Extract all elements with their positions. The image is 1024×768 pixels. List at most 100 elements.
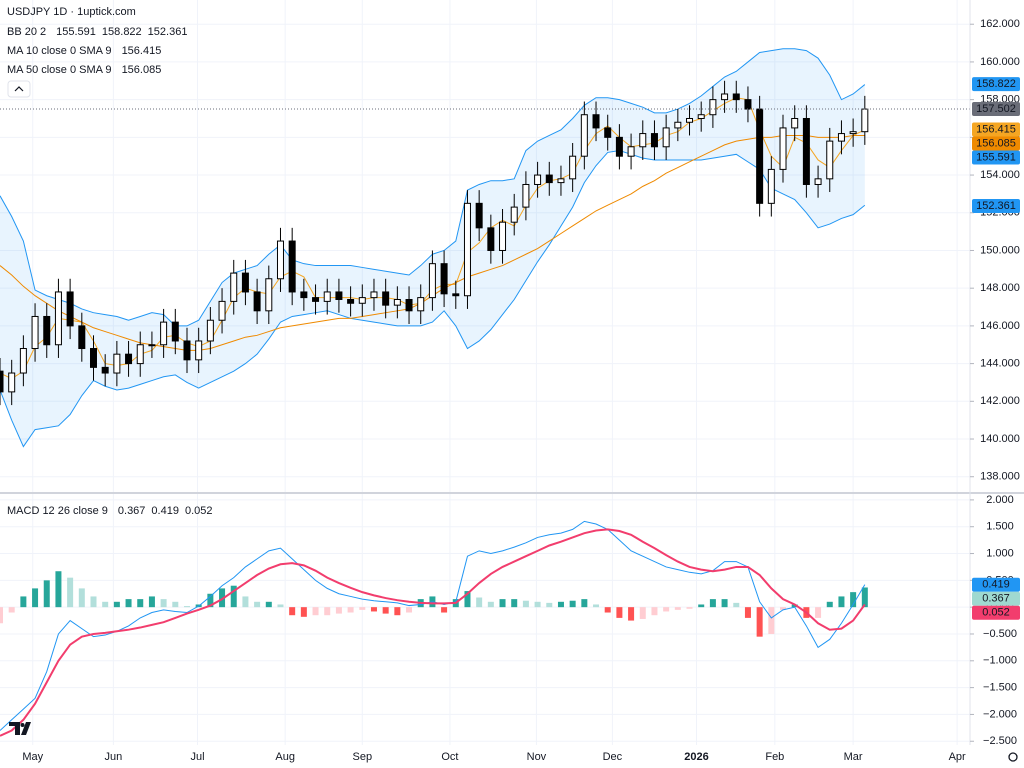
candle-body	[452, 293, 460, 297]
histogram-bar	[569, 600, 576, 608]
legend-value: 152.361	[148, 26, 188, 38]
y-tick-label: 160.000	[980, 56, 1020, 68]
candle-body	[288, 240, 296, 293]
chart-title: USDJPY 1D · 1uptick.com	[7, 6, 136, 18]
legend-name: MA 50 close 0 SMA 9	[7, 64, 112, 76]
histogram-bar	[557, 601, 564, 608]
legend-value: 0.419	[151, 505, 179, 517]
histogram-bar	[604, 607, 611, 613]
histogram-bar	[90, 596, 97, 608]
candle-body	[183, 340, 191, 361]
candle-body	[323, 291, 331, 302]
price-badge	[972, 102, 1020, 117]
candle-body	[300, 291, 308, 299]
x-tick-label: Apr	[949, 751, 966, 763]
x-tick-label: Oct	[441, 751, 458, 763]
histogram-bar	[838, 596, 845, 608]
histogram-bar	[628, 607, 635, 621]
price-badge	[972, 77, 1020, 92]
histogram-bar	[335, 607, 342, 614]
y-tick-label: 144.000	[980, 358, 1020, 370]
histogram-bar	[382, 607, 389, 614]
y-tick-label: 154.000	[980, 169, 1020, 181]
candle-body	[195, 340, 203, 361]
candle-body	[393, 298, 401, 306]
histogram-bar	[744, 607, 751, 618]
candle-body	[125, 353, 133, 365]
candle-body	[463, 202, 471, 297]
histogram-bar	[43, 580, 50, 608]
histogram-bar	[113, 601, 120, 608]
histogram-bar	[581, 599, 588, 608]
histogram-bar	[815, 607, 822, 618]
histogram-bar	[674, 607, 681, 610]
candle-body	[417, 297, 425, 312]
price-badge-label: 156.415	[976, 123, 1016, 135]
histogram-bar	[32, 588, 39, 608]
histogram-bar	[148, 596, 155, 608]
collapse-button[interactable]	[7, 80, 31, 98]
candle-body	[253, 291, 261, 312]
histogram-bar	[663, 607, 670, 612]
candle-body	[312, 297, 320, 302]
candle-body	[43, 315, 51, 346]
candle-body	[475, 202, 483, 229]
candle-body	[206, 319, 214, 342]
x-tick-label: Feb	[765, 751, 784, 763]
histogram-bar	[300, 607, 307, 617]
candle-body	[861, 108, 869, 133]
legend-name: BB 20 2	[7, 26, 46, 38]
candle-body	[732, 93, 740, 101]
y-tick-label: −1.500	[983, 682, 1017, 694]
price-badge	[972, 198, 1020, 213]
collapse-button-box[interactable]	[7, 80, 31, 98]
candle-body	[358, 297, 366, 304]
y-tick-label: 148.000	[980, 282, 1020, 294]
settings-icon[interactable]	[1008, 752, 1018, 762]
y-tick-label: −2.000	[983, 708, 1017, 720]
y-tick-label: 1.500	[986, 521, 1014, 533]
candle-body	[382, 291, 390, 306]
settings-gear[interactable]	[1008, 752, 1018, 762]
histogram-bar	[593, 604, 600, 608]
histogram-bar	[686, 607, 693, 609]
y-tick-label: 146.000	[980, 320, 1020, 332]
histogram-bar	[277, 604, 284, 608]
histogram-bar	[359, 607, 366, 610]
histogram-bar	[406, 607, 413, 613]
histogram-bar	[639, 607, 646, 619]
histogram-bar	[8, 607, 15, 613]
histogram-bar	[780, 607, 787, 610]
candle-body	[557, 178, 565, 184]
candle-body	[335, 291, 343, 300]
candle-body	[428, 263, 436, 299]
histogram-bar	[312, 607, 319, 616]
candle-body	[101, 366, 109, 374]
candle-body	[709, 99, 717, 116]
candle-body	[639, 133, 647, 148]
price-badge-label: 156.085	[976, 137, 1016, 149]
histogram-bar	[172, 601, 179, 608]
histogram-bar	[265, 601, 272, 608]
histogram-bar	[125, 599, 132, 608]
x-tick-label: Sep	[353, 751, 373, 763]
histogram-bar	[651, 607, 658, 616]
candle-body	[405, 298, 413, 312]
price-badge-label: 0.419	[982, 579, 1010, 591]
histogram-bar	[546, 602, 553, 608]
histogram-bar	[78, 588, 85, 608]
legend-name: MACD 12 26 close 9	[7, 505, 108, 517]
price-badge-label: 0.052	[982, 607, 1010, 619]
candle-body	[19, 348, 27, 374]
candle-body	[89, 348, 97, 368]
candle-body	[662, 127, 670, 148]
candle-body	[791, 117, 799, 129]
candle-body	[510, 206, 518, 223]
candle-body	[592, 114, 600, 129]
candle-body	[241, 272, 249, 293]
candle-body	[113, 353, 121, 374]
candle-body	[814, 178, 822, 185]
candle-body	[276, 240, 284, 280]
collapse-icon	[14, 86, 24, 92]
